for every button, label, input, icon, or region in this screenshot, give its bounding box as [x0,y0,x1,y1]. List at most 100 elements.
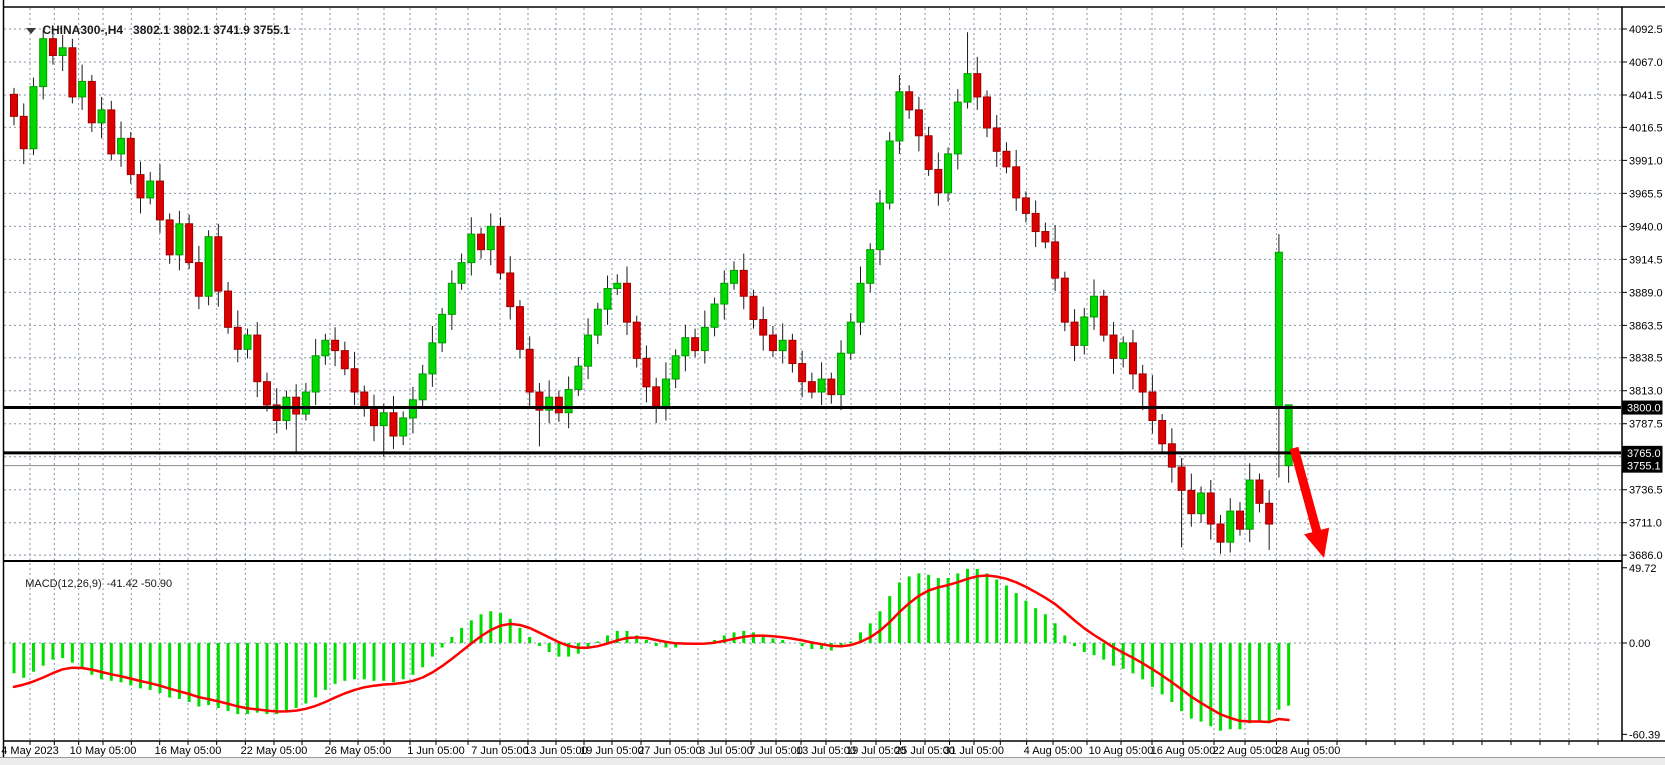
time-tick-label: 3 Jul 05:00 [699,745,753,757]
level-price-tag [1622,400,1663,415]
bear-candle [1021,197,1030,214]
bear-candle [340,350,349,370]
bull-candle [447,282,456,315]
bull-candle [146,180,155,199]
bear-candle [1012,166,1021,199]
bull-candle [720,282,729,305]
bull-candle [1119,342,1128,359]
price-tick-label: 3736.5 [1629,485,1663,497]
bear-candle [360,391,369,409]
bull-candle [1080,316,1089,346]
bull-candle [700,326,709,352]
time-tick-label: 19 Jul 05:00 [846,745,906,757]
bear-candle [749,295,758,321]
bear-candle [1177,466,1186,491]
bull-candle [428,342,437,375]
bull-candle [545,396,554,411]
bear-candle [292,396,301,415]
bear-candle [983,96,991,129]
symbol-dropdown-icon[interactable] [26,27,37,34]
bear-candle [1099,295,1108,336]
bull-candle [953,101,962,155]
bull-candle [730,269,739,284]
bear-candle [350,368,359,393]
bull-candle [584,334,593,367]
bear-candle [1158,420,1167,445]
bear-candle [798,363,807,383]
bear-candle [48,38,57,57]
price-tick-label: 3787.5 [1629,419,1663,431]
trend-arrow-annotation[interactable] [1289,446,1330,558]
bear-candle [1051,241,1060,279]
bear-candle [1138,373,1147,393]
bull-candle [671,355,680,380]
time-tick-label: 4 Aug 05:00 [1024,745,1083,757]
bear-candle [165,219,174,256]
price-axis[interactable]: 4092.5 4067.0 4041.5 4016.5 3991.0 3965.5 3940… [1622,24,1663,562]
svg-text:3765.0: 3765.0 [1627,448,1661,460]
macd-tick-label: 0.00 [1629,638,1650,650]
bear-candle [1031,212,1040,233]
bear-candle [768,334,777,352]
bull-candle [875,202,884,251]
bear-candle [272,404,281,422]
price-tick-label: 3940.0 [1629,221,1663,233]
bear-candle [827,378,836,396]
bear-candle [807,381,816,393]
time-tick-label: 4 May 2023 [1,745,58,757]
indicator-values: -41.42 -50.90 [106,578,173,590]
bear-candle [992,127,1001,152]
price-tick-label: 3711.0 [1629,518,1662,530]
bull-candle [486,225,495,251]
bull-candle [603,287,612,310]
bear-candle [87,80,96,124]
bull-candle [1226,510,1235,543]
bear-candle [224,290,233,328]
bull-candle [681,337,690,357]
horizontal-level-lines[interactable] [4,406,1621,455]
macd-signal-line [12,574,1290,724]
bull-candle [204,236,213,297]
bear-candle [253,334,262,383]
price-tick-label: 4041.5 [1629,90,1663,102]
bear-candle [739,269,748,297]
bull-candle [944,153,953,194]
bear-candle [759,319,768,336]
price-tick-label: 3889.0 [1629,287,1663,299]
time-tick-label: 28 Aug 05:00 [1276,745,1341,757]
bear-candle [1109,334,1118,359]
time-tick-label: 16 May 05:00 [155,745,222,757]
candlesticks-layer[interactable] [10,29,1293,554]
bear-candle [934,168,943,194]
bear-candle [506,272,515,308]
bear-candle [535,391,544,411]
macd-axis[interactable]: 49.72 0.00 -60.39 [1622,563,1660,742]
bear-candle [389,412,398,437]
time-axis[interactable]: 4 May 2023 10 May 05:00 16 May 05:00 22 May… [1,741,1599,757]
bear-candle [370,407,379,427]
bear-candle [496,225,505,274]
bull-candle [846,321,855,354]
bear-candle [194,262,203,297]
time-tick-label: 22 Aug 05:00 [1213,745,1278,757]
bear-candle [914,109,923,137]
bull-candle [1274,251,1283,409]
time-tick-label: 7 Jun 05:00 [471,745,529,757]
bull-candle [1197,492,1206,515]
bear-candle [185,223,194,264]
bull-candle [837,352,846,396]
time-tick-label: 31 Jul 05:00 [944,745,1004,757]
bear-candle [126,137,135,176]
bull-candle [97,109,106,124]
bear-candle [19,115,28,150]
bear-candle [136,174,145,199]
bear-candle [1167,443,1176,468]
bull-candle [1284,404,1293,467]
bear-candle [1002,150,1011,168]
bear-candle [554,396,563,414]
bear-candle [788,339,797,365]
